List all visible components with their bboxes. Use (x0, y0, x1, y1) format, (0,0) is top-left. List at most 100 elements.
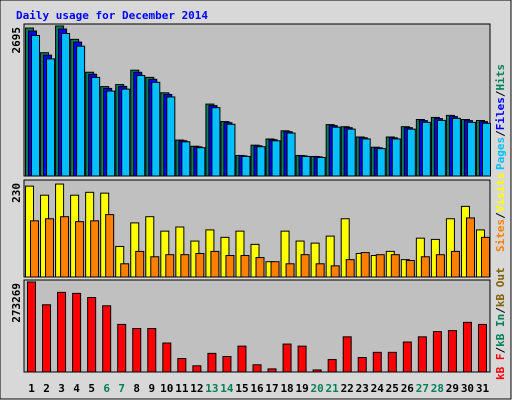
bar (117, 323, 127, 373)
bar (150, 256, 160, 278)
x-tick-label: 17 (265, 382, 278, 395)
x-tick-label: 7 (118, 382, 125, 395)
bar (235, 230, 245, 278)
x-tick-label: 22 (341, 382, 354, 395)
bar (477, 323, 487, 373)
legend-entry: kB In (494, 314, 507, 347)
bar (87, 297, 97, 373)
bar (166, 96, 176, 177)
bar (286, 132, 296, 177)
bar (280, 230, 290, 278)
x-tick-label: 25 (386, 382, 399, 395)
bar (310, 242, 320, 278)
bar (301, 155, 311, 177)
bar (376, 148, 386, 177)
bar (192, 365, 202, 373)
x-tick-label: 28 (431, 382, 444, 395)
bar (165, 254, 175, 278)
legend-entry: kB F (494, 354, 507, 381)
x-tick-label: 4 (73, 382, 80, 395)
bar (342, 336, 352, 373)
bar (27, 281, 37, 373)
bar (115, 245, 125, 278)
bar (481, 122, 491, 177)
legend-separator: / (494, 347, 507, 354)
x-tick-label: 14 (220, 382, 234, 395)
x-tick-label: 23 (356, 382, 369, 395)
bar (447, 330, 457, 373)
bar (130, 222, 140, 278)
bar (90, 220, 100, 278)
x-tick-label: 6 (103, 382, 110, 395)
bar (372, 351, 382, 373)
bar (360, 252, 370, 278)
bar (105, 214, 115, 278)
bar (151, 81, 161, 177)
bar (256, 146, 266, 177)
bar (300, 254, 310, 278)
bar (57, 291, 67, 373)
bar (61, 33, 71, 177)
bar (346, 128, 356, 177)
bar (42, 304, 52, 373)
bar (45, 218, 55, 278)
legend-entry: Pages (494, 137, 507, 170)
bar (162, 342, 172, 373)
bar (390, 254, 400, 278)
bar (330, 265, 340, 278)
x-tick-label: 2 (43, 382, 50, 395)
bar (60, 216, 70, 278)
bar (226, 123, 236, 177)
x-tick-label: 24 (371, 382, 385, 395)
legend-separator: / (494, 90, 507, 97)
legend-entry: Visits (494, 173, 507, 213)
bar (402, 341, 412, 373)
x-tick-label: 19 (295, 382, 308, 395)
legend-entry: Sites (494, 219, 507, 252)
legend: Pages/Files/Hits (494, 64, 507, 170)
bar (297, 345, 307, 373)
x-tick-label: 5 (88, 382, 95, 395)
bar (177, 358, 187, 373)
x-tick-label: 27 (416, 382, 429, 395)
bar (72, 292, 82, 373)
x-tick-label: 18 (280, 382, 293, 395)
bar (102, 305, 112, 373)
x-tick-label: 11 (175, 382, 189, 395)
bar (432, 331, 442, 373)
bar (406, 128, 416, 177)
x-tick-label: 15 (235, 382, 248, 395)
bar (160, 230, 170, 278)
bar (436, 119, 446, 177)
x-tick-label: 1 (28, 382, 35, 395)
bar (387, 351, 397, 373)
bar (121, 88, 131, 177)
bar (31, 34, 41, 177)
legend-separator: / (494, 130, 507, 137)
legend: kB F/kB In/kB Out (494, 267, 507, 380)
x-tick-label: 30 (461, 382, 474, 395)
bar (345, 259, 355, 278)
x-tick-label: 10 (160, 382, 173, 395)
bar (225, 255, 235, 278)
x-tick-label: 20 (311, 382, 324, 395)
x-tick-label: 31 (476, 382, 490, 395)
bar (175, 226, 185, 278)
bar (145, 216, 155, 278)
bar (240, 255, 250, 278)
bar (241, 155, 251, 177)
bar (405, 259, 415, 278)
bar (207, 352, 217, 373)
bar (46, 58, 56, 177)
x-tick-label: 21 (326, 382, 340, 395)
bar (255, 257, 265, 278)
bar (391, 138, 401, 177)
bar (480, 236, 490, 278)
bar (421, 121, 431, 177)
x-tick-label: 26 (401, 382, 415, 395)
legend-entry: kB Out (494, 267, 507, 307)
bar (147, 328, 157, 373)
bar (180, 254, 190, 278)
bar (75, 221, 85, 278)
bar (462, 321, 472, 373)
